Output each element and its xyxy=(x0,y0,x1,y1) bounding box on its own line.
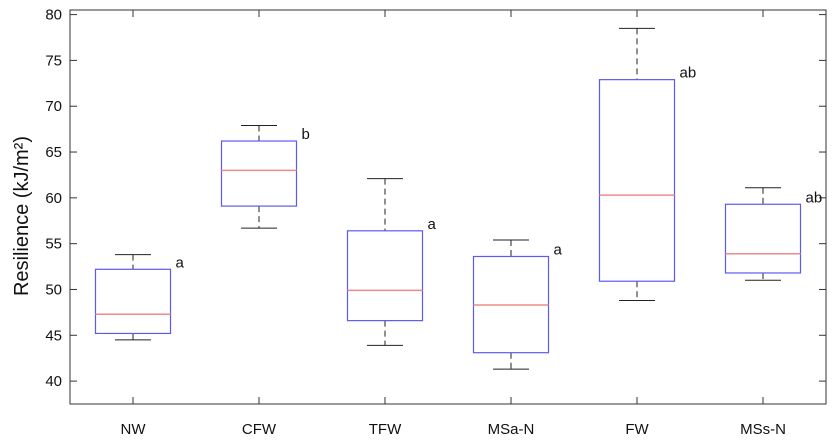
iqr-box xyxy=(94,268,172,335)
x-tick-label: TFW xyxy=(369,421,402,438)
x-tick-label: MSs-N xyxy=(740,421,786,438)
x-tick-label: MSa-N xyxy=(488,421,535,438)
y-tick-label: 60 xyxy=(45,190,62,207)
group-letter: a xyxy=(554,241,563,258)
group-letter: b xyxy=(302,126,310,143)
box-cfw: b xyxy=(220,124,310,229)
box-mss-n: ab xyxy=(724,187,823,281)
group-letter: a xyxy=(428,216,437,233)
iqr-box xyxy=(724,203,802,274)
box-tfw: a xyxy=(346,178,437,346)
y-tick-label: 70 xyxy=(45,98,62,115)
iqr-box xyxy=(220,140,298,207)
y-tick-label: 55 xyxy=(45,236,62,253)
y-tick-label: 80 xyxy=(45,7,62,24)
x-tick-label: NW xyxy=(121,421,147,438)
group-letter: ab xyxy=(680,65,697,82)
x-tick-label: FW xyxy=(625,421,649,438)
box-nw: a xyxy=(94,254,185,341)
box-fw: ab xyxy=(598,27,697,301)
y-tick-label: 40 xyxy=(45,373,62,390)
iqr-box xyxy=(598,79,676,282)
plot-frame xyxy=(69,9,827,405)
box-msa-n: a xyxy=(472,239,563,370)
iqr-box xyxy=(346,230,424,322)
y-tick-label: 75 xyxy=(45,52,62,69)
group-letter: a xyxy=(176,254,185,271)
x-axis-ticks: NW CFW TFW MSa-N FW MSs-N xyxy=(121,10,786,438)
plot-area xyxy=(69,9,827,405)
y-tick-label: 65 xyxy=(45,144,62,161)
y-axis-ticks: 40 45 50 55 60 65 70 75 80 xyxy=(45,7,826,390)
group-letter: ab xyxy=(806,189,823,206)
y-tick-label: 45 xyxy=(45,327,62,344)
y-tick-label: 50 xyxy=(45,281,62,298)
x-tick-label: CFW xyxy=(242,421,277,438)
y-axis-label: Resilience (kJ/m²) xyxy=(11,136,33,296)
